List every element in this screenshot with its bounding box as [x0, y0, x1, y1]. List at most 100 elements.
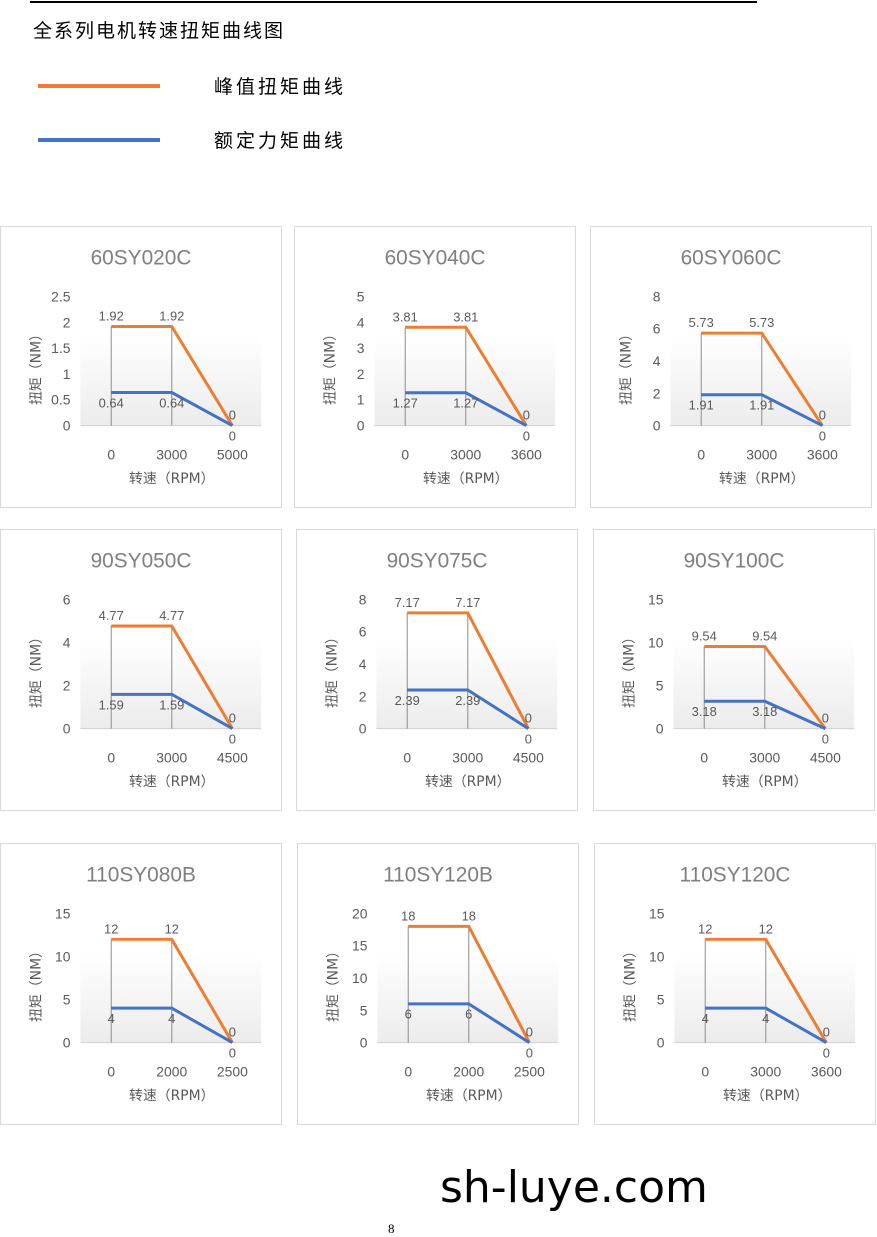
x-tick-label: 0 [700, 749, 708, 765]
data-label-rated: 0 [229, 731, 236, 746]
y-tick-label: 0 [656, 721, 664, 737]
data-label-peak: 5.73 [689, 315, 714, 330]
series-peak-line [705, 937, 828, 1044]
data-label-rated: 0 [822, 731, 829, 746]
series-peak-line [111, 624, 234, 730]
y-tick-label: 10 [649, 948, 665, 964]
y-tick-label: 0 [360, 1035, 368, 1051]
legend-item-peak: 峰值扭矩曲线 [38, 72, 346, 99]
x-tick-label: 3000 [156, 446, 187, 462]
x-tick-label: 3000 [156, 749, 187, 765]
x-tick-label: 0 [697, 446, 705, 462]
y-tick-label: 6 [653, 321, 661, 337]
y-tick-label: 8 [359, 591, 367, 607]
x-tick-label: 2500 [514, 1063, 545, 1079]
y-tick-label: 5 [357, 288, 365, 304]
data-label-peak: 0 [823, 1025, 830, 1040]
y-tick-label: 4 [653, 353, 661, 369]
x-axis-title: 转速（RPM） [129, 471, 215, 487]
x-tick-label: 2000 [156, 1063, 187, 1079]
data-label-rated: 1.91 [749, 398, 774, 413]
y-tick-label: 2 [63, 678, 71, 694]
y-axis-title: 扭矩（NM） [325, 630, 341, 708]
data-label-peak: 0 [523, 408, 530, 423]
x-tick-label: 0 [401, 446, 409, 462]
y-tick-label: 5 [360, 1002, 368, 1018]
series-rated-line [405, 391, 528, 427]
legend-label: 峰值扭矩曲线 [214, 76, 347, 98]
series-rated-line [408, 1002, 531, 1044]
y-tick-label: 15 [55, 905, 71, 921]
data-label-rated: 0.64 [99, 395, 124, 410]
x-tick-label: 0 [107, 749, 115, 765]
data-label-rated: 0 [229, 428, 236, 443]
x-tick-label: 3000 [746, 446, 777, 462]
y-axis-title: 扭矩（NM） [623, 944, 639, 1022]
data-label-rated: 6 [465, 1007, 472, 1022]
chart-title: 60SY060C [681, 247, 782, 270]
y-axis-title: 扭矩（NM） [619, 327, 635, 405]
y-tick-label: 5 [656, 678, 664, 694]
chart-110SY080B: 110SY080B 0 5 10 15 0 2000 2500 12 12 0 4 4 0 转速（RPM） 扭… [0, 843, 282, 1125]
plot-area [377, 953, 559, 1043]
x-tick-label: 5000 [217, 446, 248, 462]
data-label-rated: 0 [823, 1045, 830, 1060]
data-label-peak: 4.77 [159, 608, 184, 623]
y-tick-label: 8 [653, 288, 661, 304]
data-label-peak: 5.73 [749, 315, 774, 330]
plot-area [376, 639, 558, 729]
plot-area [80, 639, 262, 729]
x-tick-label: 0 [107, 1063, 115, 1079]
legend-swatch-peak [38, 83, 160, 88]
x-tick-label: 3600 [807, 446, 838, 462]
y-tick-label: 5 [63, 992, 71, 1008]
data-label-peak: 0 [526, 1025, 533, 1040]
chart-60SY040C: 60SY040C 0 1 2 3 4 5 0 3000 3600 3.81 3.81 0 1.27 1.27… [294, 226, 576, 508]
data-label-rated: 1.59 [99, 697, 124, 712]
series-peak-line [405, 325, 528, 427]
x-axis-title: 转速（RPM） [425, 774, 511, 790]
x-tick-label: 3000 [750, 1063, 781, 1079]
y-tick-label: 15 [352, 938, 368, 954]
x-tick-label: 4500 [810, 749, 841, 765]
chart-90SY100C: 90SY100C 0 5 10 15 0 3000 4500 9.54 9.54 0 3.18 3.18… [593, 529, 875, 811]
data-label-rated: 0 [523, 428, 530, 443]
series-peak-line [704, 644, 827, 730]
data-label-peak: 12 [759, 921, 773, 936]
data-label-peak: 12 [698, 921, 712, 936]
website-text: sh-luye.com [440, 1162, 708, 1213]
y-axis-title: 扭矩（NM） [323, 327, 339, 405]
x-tick-label: 0 [404, 1063, 412, 1079]
plot-area [374, 336, 556, 426]
x-axis-title: 转速（RPM） [423, 471, 509, 487]
legend-item-rated: 额定力矩曲线 [38, 126, 346, 153]
chart-title: 90SY075C [387, 550, 488, 573]
series-rated-line [111, 1006, 234, 1044]
x-axis-title: 转速（RPM） [426, 1088, 512, 1104]
data-label-rated: 4 [762, 1011, 769, 1026]
data-label-rated: 1.27 [453, 396, 478, 411]
y-axis-title: 扭矩（NM） [29, 944, 45, 1022]
x-tick-label: 2000 [453, 1063, 484, 1079]
plot-area [674, 953, 856, 1043]
data-label-peak: 3.81 [453, 309, 478, 324]
data-label-peak: 4.77 [99, 608, 124, 623]
x-tick-label: 3000 [450, 446, 481, 462]
top-rule [30, 1, 757, 3]
chart-svg: 110SY120B 0 5 10 15 20 0 2000 2500 18 18 0 6 6 0 转速（RPM… [326, 864, 559, 1104]
data-label-peak: 18 [462, 908, 476, 923]
series-rated-line [701, 393, 824, 427]
data-label-peak: 0 [229, 408, 236, 423]
data-label-rated: 3.18 [692, 704, 717, 719]
data-label-rated: 4 [168, 1011, 175, 1026]
y-tick-label: 0 [357, 418, 365, 434]
y-axis-title: 扭矩（NM） [29, 327, 45, 405]
series-peak-line [111, 324, 234, 427]
chart-60SY020C: 60SY020C 0 0.5 1 1.5 2 2.5 0 3000 5000 1.92 1.92 0 0.… [0, 226, 282, 508]
x-axis-title: 转速（RPM） [719, 471, 805, 487]
series-peak-line [111, 937, 234, 1044]
y-tick-label: 0 [63, 721, 71, 737]
x-tick-label: 4500 [217, 749, 248, 765]
data-label-rated: 4 [702, 1011, 709, 1026]
data-label-peak: 9.54 [692, 629, 717, 644]
